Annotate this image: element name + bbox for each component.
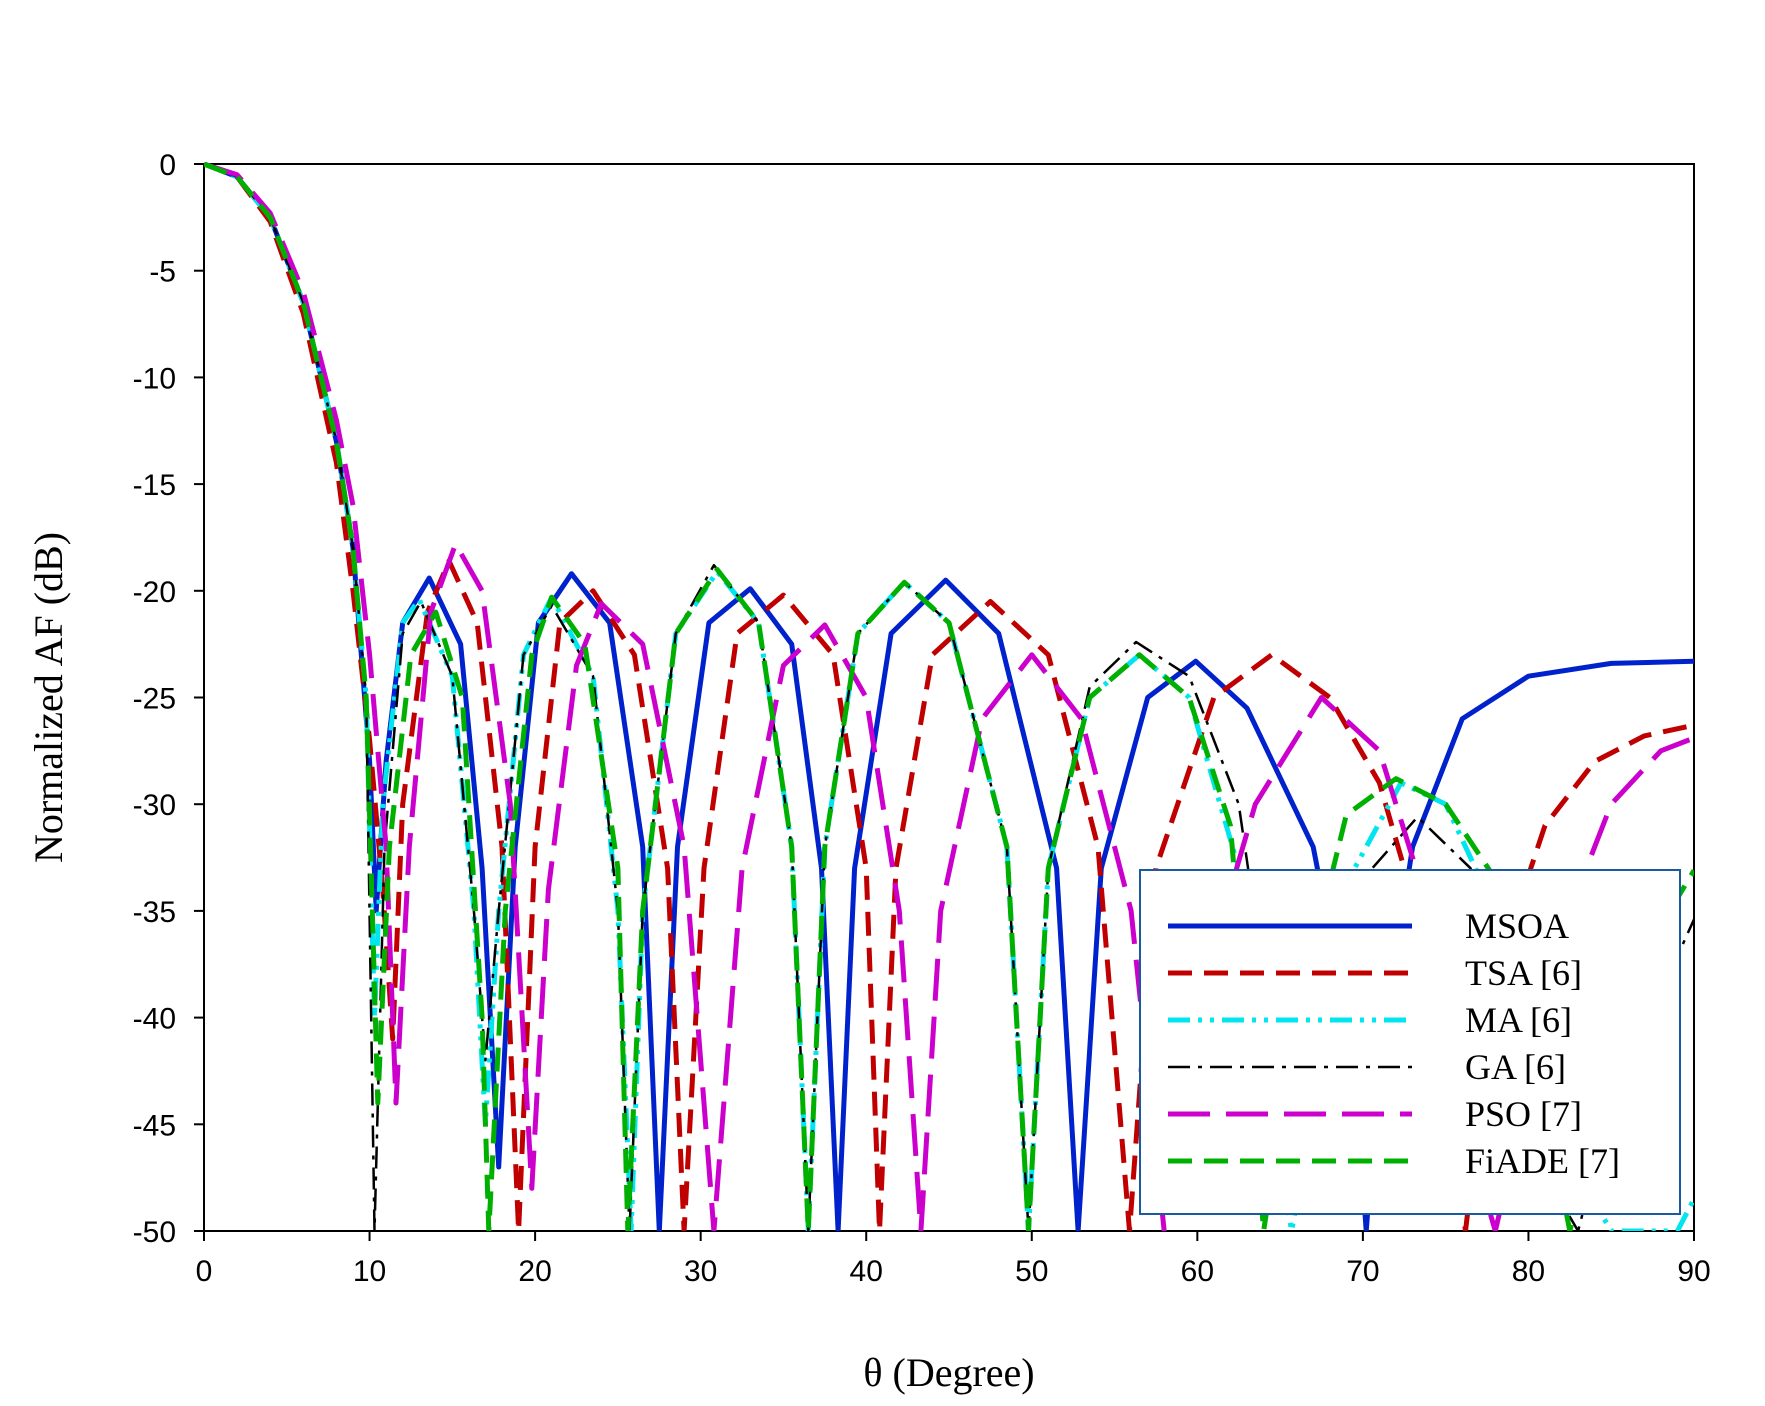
legend-label-4: PSO [7] <box>1465 1094 1582 1134</box>
axis-ticks: 0 10 20 30 40 50 60 70 80 90 0 -5 -10 -15 -20 -25 -30 -35… <box>133 149 1711 1288</box>
y-tick-label: -10 <box>133 362 176 395</box>
series-line-5 <box>204 162 1694 1231</box>
y-tick-label: -20 <box>133 576 176 609</box>
y-axis-title: Normalized AF (dB) <box>26 532 71 863</box>
y-tick-label: 0 <box>159 149 176 182</box>
x-tick-label: 50 <box>1015 1255 1048 1288</box>
x-tick-label: 10 <box>353 1255 386 1288</box>
legend-label-2: MA [6] <box>1465 1000 1572 1040</box>
legend: MSOA TSA [6] MA [6] GA [6] PSO [7] FiADE [7] <box>1139 869 1681 1215</box>
x-tick-label: 0 <box>196 1255 213 1288</box>
y-tick-label: -50 <box>133 1216 176 1249</box>
y-tick-label: -45 <box>133 1109 176 1142</box>
legend-label-3: GA [6] <box>1465 1047 1566 1087</box>
legend-label-0: MSOA <box>1465 906 1569 946</box>
series-line-4 <box>204 162 1694 1231</box>
x-axis-title: θ (Degree) <box>863 1350 1034 1395</box>
x-tick-label: 80 <box>1512 1255 1545 1288</box>
legend-label-5: FiADE [7] <box>1465 1141 1620 1181</box>
x-tick-label: 60 <box>1181 1255 1214 1288</box>
y-tick-label: -5 <box>149 256 176 289</box>
series-line-1 <box>204 162 1694 1231</box>
y-tick-label: -30 <box>133 789 176 822</box>
x-tick-label: 40 <box>850 1255 883 1288</box>
x-tick-label: 90 <box>1677 1255 1710 1288</box>
legend-label-1: TSA [6] <box>1465 953 1582 993</box>
y-tick-label: -40 <box>133 1003 176 1036</box>
y-tick-label: -35 <box>133 896 176 929</box>
x-tick-label: 70 <box>1346 1255 1379 1288</box>
y-tick-label: -25 <box>133 683 176 716</box>
x-tick-label: 20 <box>518 1255 551 1288</box>
x-tick-label: 30 <box>684 1255 717 1288</box>
y-tick-label: -15 <box>133 469 176 502</box>
